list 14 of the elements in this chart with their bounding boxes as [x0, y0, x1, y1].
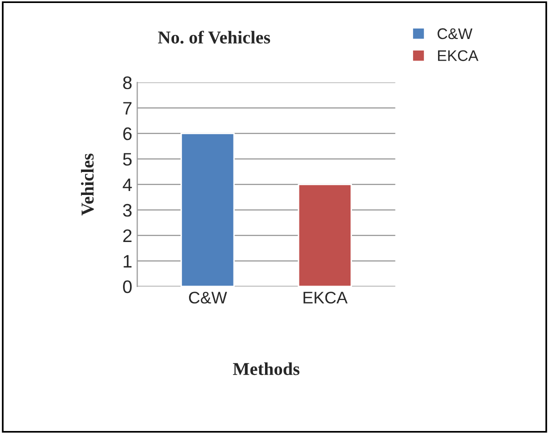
y-tick-label: 0 [123, 280, 132, 294]
y-tick-label: 1 [124, 255, 132, 268]
y-tick-label: 5 [123, 153, 132, 166]
y-tick-label: 7 [123, 102, 132, 114]
legend-label: C&W [438, 28, 472, 40]
y-axis-title: Vehicles [80, 154, 94, 216]
y-tick-label: 3 [123, 204, 132, 217]
chart-title: No. of Vehicles [158, 30, 270, 44]
x-axis-title: Methods [232, 362, 300, 376]
y-tick-label: 8 [123, 76, 132, 90]
y-tick-label: 2 [123, 229, 132, 242]
y-tick-label: 6 [123, 127, 132, 140]
y-tick-label: 4 [122, 178, 132, 191]
legend-label: EKCA [438, 50, 478, 62]
